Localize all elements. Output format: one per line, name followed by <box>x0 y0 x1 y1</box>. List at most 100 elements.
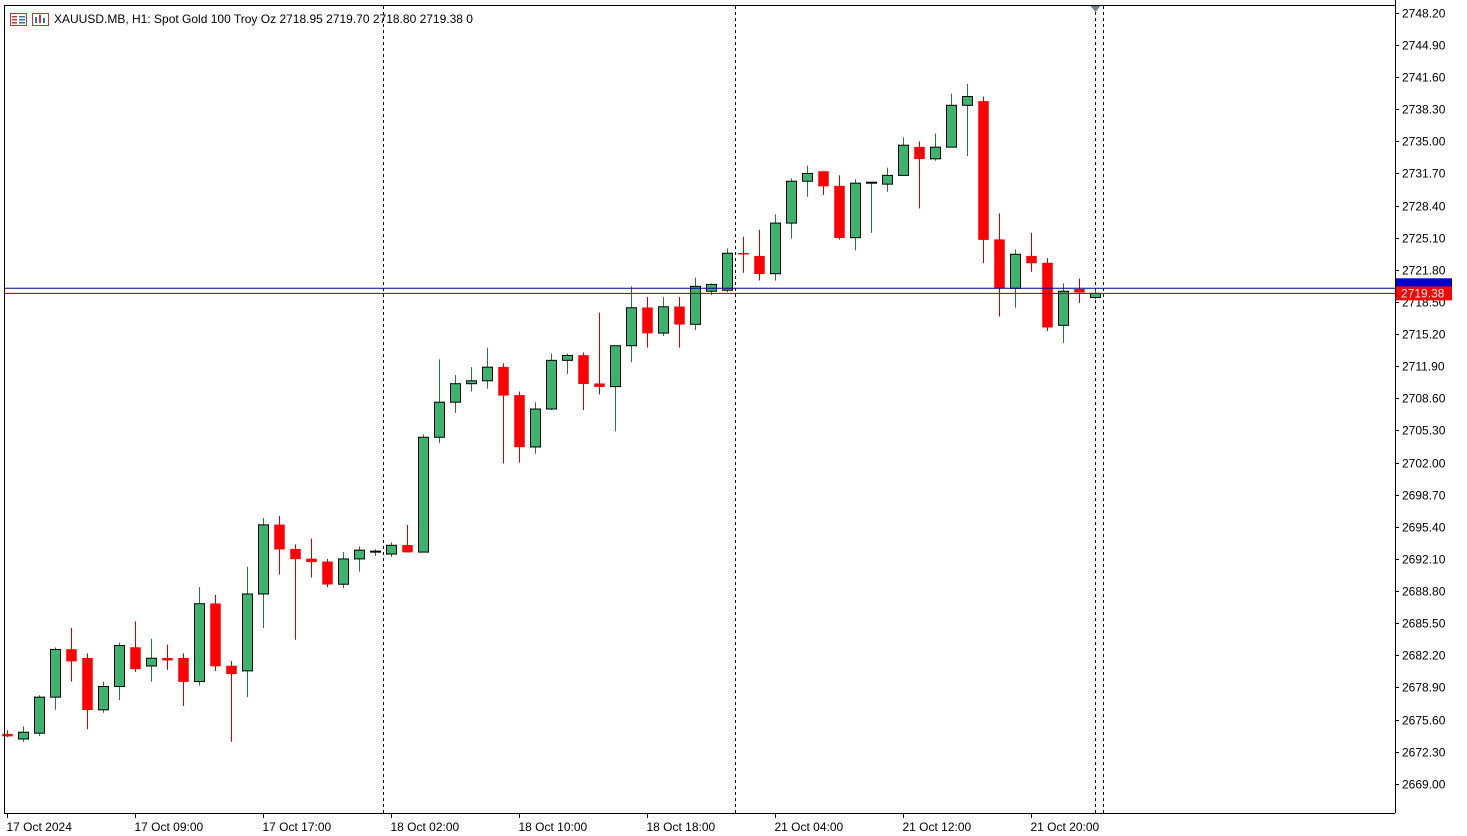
candle-body <box>1010 253 1021 289</box>
y-tick-label: 2672.30 <box>1402 746 1446 760</box>
candle-body <box>386 544 397 555</box>
x-tick-label: 21 Oct 04:00 <box>775 820 844 834</box>
symbol-label: XAUUSD.MB, H1: <box>54 12 151 26</box>
candle-body <box>578 355 589 384</box>
candle-body <box>866 181 877 184</box>
candle <box>978 96 989 263</box>
y-tick-label: 2721.80 <box>1402 264 1446 278</box>
candle-body <box>994 239 1005 289</box>
candle <box>1026 232 1037 272</box>
candle <box>562 353 573 374</box>
candle <box>834 175 845 240</box>
y-tick-label: 2748.20 <box>1402 7 1446 21</box>
candle <box>962 83 973 156</box>
candle-body <box>978 101 989 240</box>
candle <box>418 434 429 553</box>
candle <box>2 730 13 738</box>
candle-body <box>370 550 381 553</box>
candle <box>690 277 701 331</box>
candle <box>98 681 109 713</box>
candle-body <box>322 561 333 585</box>
symbols-list-icon[interactable] <box>10 12 27 26</box>
candle-body <box>594 383 605 387</box>
candle <box>194 587 205 686</box>
candle-body <box>642 307 653 334</box>
candle <box>386 542 397 557</box>
candle <box>178 653 189 706</box>
candle <box>402 524 413 553</box>
candle <box>338 552 349 589</box>
y-tick-label: 2738.30 <box>1402 103 1446 117</box>
candle <box>114 642 125 701</box>
candle <box>594 312 605 395</box>
candle-body <box>162 657 173 661</box>
candle <box>162 644 173 670</box>
y-tick-label: 2715.20 <box>1402 328 1446 342</box>
y-tick-label: 2695.40 <box>1402 521 1446 535</box>
candle <box>770 214 781 281</box>
candle-body <box>834 185 845 238</box>
candle-body <box>306 558 317 563</box>
candle <box>498 363 509 464</box>
candle-body <box>770 222 781 275</box>
chart-shift-marker <box>1090 6 1101 12</box>
candle-body <box>98 685 109 711</box>
candle-body <box>882 174 893 185</box>
candle-body <box>402 545 413 553</box>
candle-body <box>914 146 925 160</box>
candle-body <box>498 366 509 396</box>
y-tick-label: 2744.90 <box>1402 39 1446 53</box>
chart-window-icon[interactable] <box>32 12 49 26</box>
candle <box>50 647 61 710</box>
candle-body <box>530 408 541 448</box>
y-tick-label: 2688.80 <box>1402 585 1446 599</box>
x-tick-label: 17 Oct 09:00 <box>135 820 204 834</box>
candle-body <box>514 395 525 448</box>
candle <box>1074 278 1085 303</box>
chart-header: XAUUSD.MB, H1: Spot Gold 100 Troy Oz 271… <box>10 10 473 28</box>
candle <box>18 726 29 742</box>
candle <box>130 621 141 672</box>
candle <box>946 93 957 148</box>
candle <box>930 133 941 161</box>
candle-body <box>674 306 685 325</box>
ohlc-values: 2718.95 2719.70 2718.80 2719.38 <box>279 12 463 26</box>
candle-body <box>946 104 957 148</box>
y-tick-label: 2702.00 <box>1402 457 1446 471</box>
candle-body <box>146 657 157 667</box>
candle-body <box>738 253 749 255</box>
y-tick-label: 2698.70 <box>1402 489 1446 503</box>
price-labels: 2719.38 <box>1396 278 1452 301</box>
candle <box>786 178 797 239</box>
bid-price-label <box>1396 286 1452 301</box>
candle-body <box>450 383 461 403</box>
candle <box>66 628 77 682</box>
x-tick-label: 18 Oct 18:00 <box>647 820 716 834</box>
candle <box>866 181 877 233</box>
candle-body <box>258 524 269 595</box>
y-tick-label: 2669.00 <box>1402 778 1446 792</box>
y-tick-label: 2682.20 <box>1402 649 1446 663</box>
candle <box>1042 258 1053 332</box>
candle <box>578 352 589 410</box>
y-tick-label: 2678.90 <box>1402 681 1446 695</box>
candle-body <box>1042 262 1053 328</box>
x-tick-label: 21 Oct 20:00 <box>1031 820 1100 834</box>
x-tick-label: 18 Oct 02:00 <box>391 820 460 834</box>
x-tick-label: 18 Oct 10:00 <box>519 820 588 834</box>
candle <box>530 402 541 454</box>
candle <box>658 297 669 337</box>
candle <box>642 297 653 348</box>
y-tick-label: 2711.90 <box>1402 360 1445 374</box>
candle <box>850 179 861 251</box>
symbol-description: Spot Gold 100 Troy Oz <box>154 12 277 26</box>
y-tick-label: 2741.60 <box>1402 71 1446 85</box>
time-axis[interactable]: 17 Oct 2024 17 Oct 09:00 17 Oct 17:00 18 Oc… <box>7 813 1100 834</box>
day-separators <box>383 6 1104 813</box>
candle-body <box>962 96 973 106</box>
candle <box>210 594 221 671</box>
candle <box>450 374 461 413</box>
x-tick-label: 21 Oct 12:00 <box>903 820 972 834</box>
y-tick-label: 2728.40 <box>1402 200 1446 214</box>
